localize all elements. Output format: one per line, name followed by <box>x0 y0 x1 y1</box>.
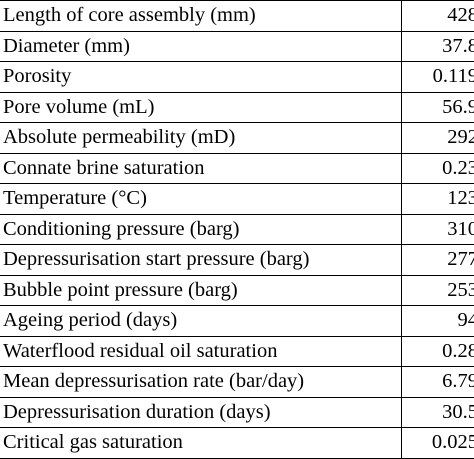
table-row: Porosity 0.119 <box>0 61 474 93</box>
property-value: 277 <box>401 244 474 276</box>
property-label: Depressurisation start pressure (barg) <box>0 244 402 276</box>
property-label: Bubble point pressure (barg) <box>0 275 402 306</box>
table-row: Ageing period (days) 94 <box>0 305 474 337</box>
property-value: 6.79 <box>401 366 474 398</box>
property-label: Absolute permeability (mD) <box>0 122 402 154</box>
property-value: 428 <box>401 0 474 32</box>
table-row: Diameter (mm) 37.8 <box>0 31 474 62</box>
property-label: Conditioning pressure (barg) <box>0 214 402 245</box>
property-label: Ageing period (days) <box>0 305 402 337</box>
table-row: Depressurisation duration (days) 30.5 <box>0 397 474 428</box>
property-value: 30.5 <box>401 397 474 428</box>
property-value: 37.8 <box>401 31 474 62</box>
table-row: Length of core assembly (mm) 428 <box>0 0 474 32</box>
property-value: 0.23 <box>401 153 474 184</box>
table-row: Conditioning pressure (barg) 310 <box>0 214 474 245</box>
table-row: Absolute permeability (mD) 292 <box>0 122 474 154</box>
property-label: Porosity <box>0 61 402 93</box>
property-value: 56.9 <box>401 92 474 123</box>
table-row: Bubble point pressure (barg) 253 <box>0 275 474 306</box>
table-row: Connate brine saturation 0.23 <box>0 153 474 184</box>
property-label: Pore volume (mL) <box>0 92 402 123</box>
property-label: Connate brine saturation <box>0 153 402 184</box>
table-row: Waterflood residual oil saturation 0.28 <box>0 336 474 367</box>
property-value: 253 <box>401 275 474 306</box>
property-label: Critical gas saturation <box>0 427 402 459</box>
table-row: Depressurisation start pressure (barg) 2… <box>0 244 474 276</box>
table-row: Temperature (°C) 123 <box>0 183 474 215</box>
property-label: Length of core assembly (mm) <box>0 0 402 32</box>
table-row: Pore volume (mL) 56.9 <box>0 92 474 123</box>
property-value: 123 <box>401 183 474 215</box>
property-label: Diameter (mm) <box>0 31 402 62</box>
property-label: Depressurisation duration (days) <box>0 397 402 428</box>
table-row: Mean depressurisation rate (bar/day) 6.7… <box>0 366 474 398</box>
property-value: 0.119 <box>401 61 474 93</box>
property-value: 0.28 <box>401 336 474 367</box>
property-value: 292 <box>401 122 474 154</box>
property-label: Mean depressurisation rate (bar/day) <box>0 366 402 398</box>
property-value: 310 <box>401 214 474 245</box>
property-label: Temperature (°C) <box>0 183 402 215</box>
property-value: 94 <box>401 305 474 337</box>
property-label: Waterflood residual oil saturation <box>0 336 402 367</box>
property-value: 0.025 <box>401 427 474 459</box>
table-row: Critical gas saturation 0.025 <box>0 427 474 459</box>
